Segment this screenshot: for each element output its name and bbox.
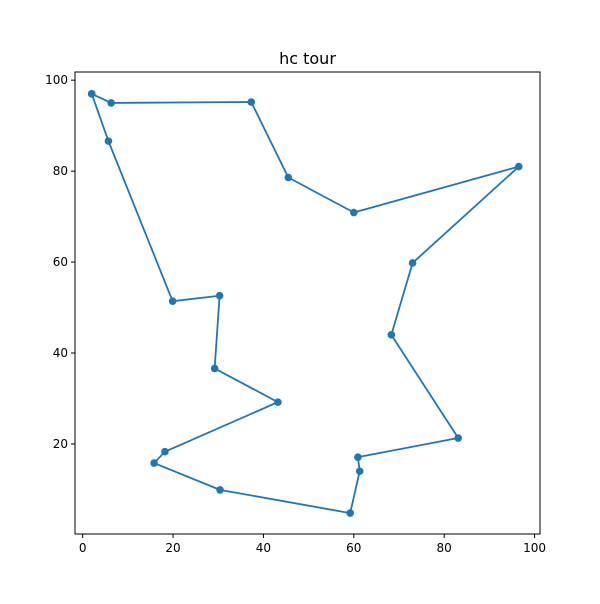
tour-point bbox=[215, 291, 224, 300]
tour-point bbox=[210, 364, 219, 373]
y-tick-label: 20 bbox=[53, 437, 68, 451]
tour-point bbox=[168, 297, 177, 305]
y-tick-label: 100 bbox=[45, 73, 68, 87]
series-layer bbox=[87, 90, 523, 517]
tour-point bbox=[354, 453, 362, 461]
tour-point bbox=[150, 459, 158, 467]
tour-point bbox=[454, 434, 463, 442]
tour-point bbox=[161, 447, 169, 456]
x-tick-label: 80 bbox=[437, 541, 452, 555]
tour-point bbox=[107, 99, 115, 107]
tour-point bbox=[274, 398, 282, 406]
tour-point bbox=[346, 509, 355, 517]
x-tick-label: 40 bbox=[256, 541, 271, 555]
tour-point bbox=[104, 137, 113, 145]
y-tick-label: 40 bbox=[53, 346, 68, 360]
x-axis-ticks: 0 20 40 60 80 100 bbox=[79, 534, 546, 555]
y-axis-ticks: 20 40 60 80 100 bbox=[45, 73, 75, 451]
tour-point bbox=[87, 90, 96, 98]
x-tick-label: 60 bbox=[346, 541, 361, 555]
tour-point bbox=[514, 162, 523, 171]
tour-point bbox=[387, 331, 396, 339]
x-tick-label: 100 bbox=[523, 541, 546, 555]
tour-point bbox=[355, 467, 364, 476]
tour-point bbox=[216, 486, 224, 494]
tour-point bbox=[284, 173, 293, 182]
tour-point bbox=[408, 259, 417, 267]
chart-title: hc tour bbox=[279, 49, 336, 68]
x-tick-label: 0 bbox=[79, 541, 87, 555]
y-tick-label: 60 bbox=[53, 255, 68, 269]
plot-frame bbox=[74, 71, 541, 535]
y-tick-label: 80 bbox=[53, 164, 68, 178]
tour-point bbox=[350, 208, 358, 217]
x-tick-label: 20 bbox=[165, 541, 180, 555]
tour-point bbox=[247, 98, 256, 106]
